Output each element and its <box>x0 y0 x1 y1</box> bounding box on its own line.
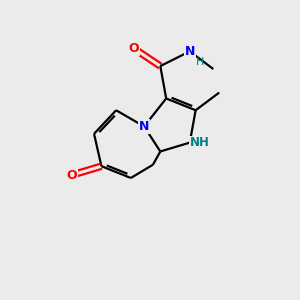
Text: O: O <box>67 169 77 182</box>
Text: NH: NH <box>190 136 210 149</box>
Text: H: H <box>196 57 204 67</box>
Text: O: O <box>128 42 139 55</box>
Text: N: N <box>139 120 149 133</box>
Text: N: N <box>184 45 195 58</box>
